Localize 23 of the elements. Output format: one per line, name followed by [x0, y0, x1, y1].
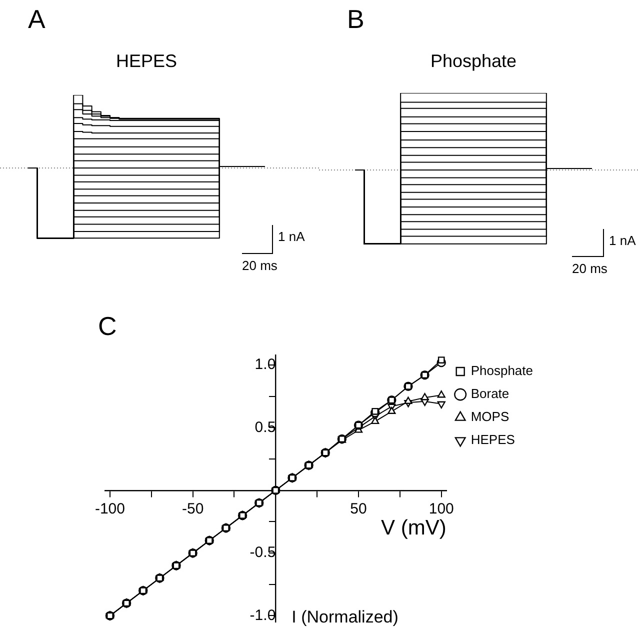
legend-label: Phosphate: [470, 363, 534, 378]
x-tick-label: -50: [182, 500, 204, 518]
x-tick-label: 50: [350, 500, 367, 518]
chart-title: HEPES: [116, 50, 178, 71]
y-tick-label: -1.0: [250, 606, 276, 624]
text: 1 nA: [609, 233, 636, 248]
text: C: [98, 311, 117, 342]
y-tick-label: 0.5: [254, 418, 276, 436]
x-tick-label: -100: [94, 500, 125, 518]
y-tick-label: 1.0: [254, 356, 276, 374]
x-axis-title: V (mV): [381, 516, 446, 540]
text: A: [28, 4, 46, 34]
legend-label: Borate: [470, 386, 510, 402]
y-tick-label: -0.5: [250, 544, 276, 562]
text: 20 ms: [572, 261, 608, 276]
text: B: [347, 4, 364, 34]
y-axis-title: I (Normalized): [292, 608, 398, 627]
legend-label: HEPES: [470, 432, 516, 448]
chart-title: Phosphate: [430, 50, 517, 71]
legend-label: MOPS: [470, 409, 510, 424]
text: 1 nA: [278, 229, 305, 244]
text: 20 ms: [242, 258, 278, 273]
x-tick-label: 100: [428, 500, 454, 518]
